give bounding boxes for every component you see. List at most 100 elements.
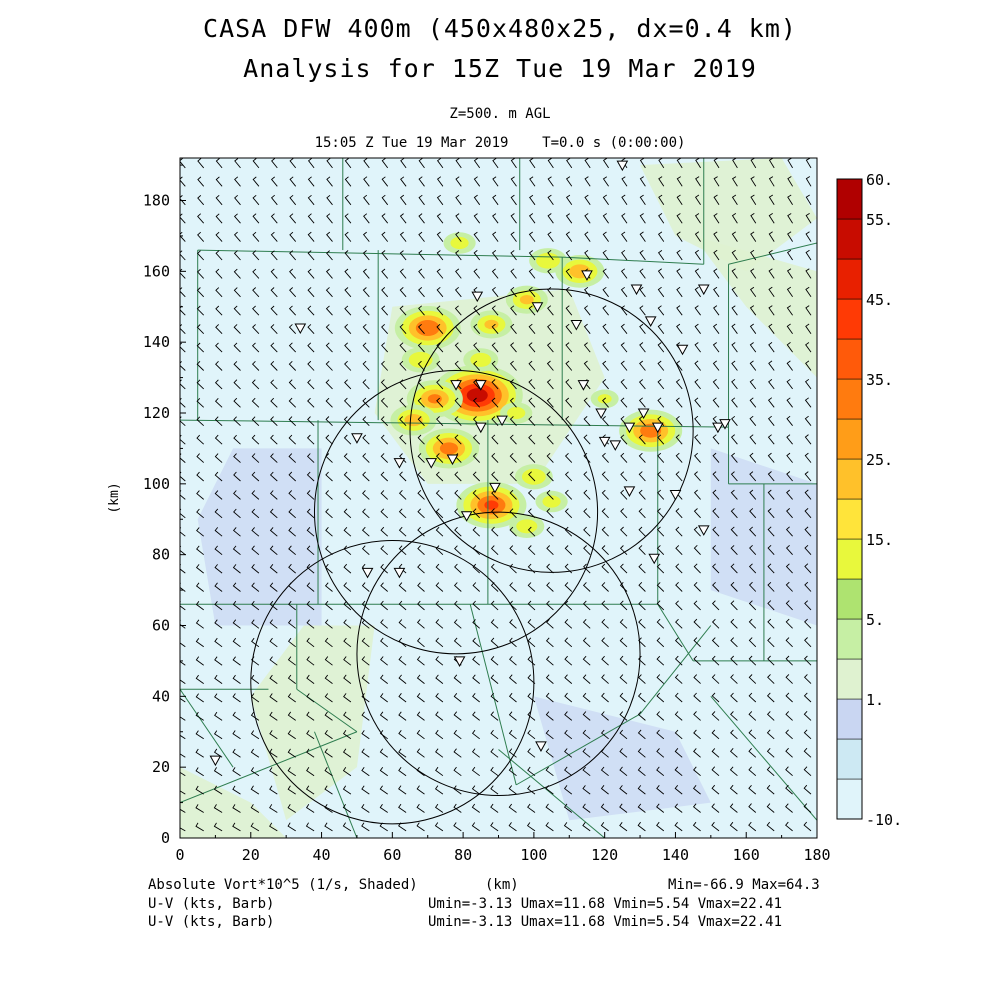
wind-barb (510, 231, 517, 242)
wind-barb (288, 527, 296, 537)
x-tick-label: 80 (454, 846, 472, 864)
wind-barb (601, 471, 609, 482)
colorbar-frame (836, 178, 863, 820)
wind-barb (748, 729, 757, 740)
wind-barb (436, 158, 444, 169)
wind-barb (306, 693, 315, 703)
wind-barb (638, 581, 646, 592)
wind-barb (326, 158, 333, 169)
wind-barb (656, 766, 665, 777)
wind-barb (565, 176, 573, 187)
wind-barb (766, 711, 775, 721)
wind-barb (180, 176, 186, 187)
wind-barb (731, 249, 738, 261)
wind-barb (490, 711, 499, 721)
wind-barb (767, 434, 775, 445)
wind-barb (675, 581, 683, 592)
radar-range-rings (250, 288, 694, 825)
wind-barb (362, 250, 370, 261)
wind-barb (566, 158, 573, 169)
county-line-17 (657, 603, 694, 662)
wind-barb (418, 158, 425, 169)
wind-barb (491, 323, 499, 334)
vort-blob-1-4 (484, 500, 499, 510)
wind-barb (399, 250, 407, 261)
wind-barb (196, 379, 205, 390)
wind-barb (749, 286, 757, 298)
wind-barb (398, 766, 407, 777)
chart-title-line1: CASA DFW 400m (450x480x25, dx=0.4 km) (203, 14, 797, 43)
wind-barb (546, 526, 554, 537)
station-marker (616, 160, 629, 172)
wind-barb (785, 692, 793, 703)
wind-barb (251, 508, 260, 519)
wind-barb (306, 434, 315, 445)
wind-barb (620, 342, 628, 353)
wind-barb (748, 674, 757, 684)
wind-barb (343, 416, 352, 427)
wind-barb (344, 305, 352, 316)
station-marker (637, 408, 650, 420)
wind-barb (731, 268, 738, 279)
wind-barb (602, 268, 609, 279)
wind-barb (306, 508, 315, 519)
wind-barb (269, 785, 278, 795)
wind-barb (196, 508, 204, 519)
wind-barb (805, 305, 812, 316)
wind-barb (658, 158, 665, 169)
wind-barb (417, 342, 425, 353)
wind-barb (491, 452, 499, 463)
wind-barb (545, 692, 554, 703)
wind-barb (398, 748, 407, 758)
wind-barb (418, 213, 425, 224)
barb-label-2: U-V (kts, Barb) (148, 914, 275, 930)
wind-barb (343, 693, 352, 703)
wind-barb (565, 231, 573, 242)
wind-barb (195, 601, 204, 611)
wind-barb (767, 415, 775, 426)
wind-barb (565, 250, 573, 261)
wind-barb (325, 342, 333, 353)
wind-barb (787, 158, 793, 169)
wind-barb (713, 158, 720, 169)
wind-barb (252, 250, 260, 261)
wind-barb (527, 803, 536, 813)
wind-barb (270, 268, 278, 279)
wind-barb (731, 231, 738, 242)
wind-barb (269, 711, 278, 721)
wind-barb (674, 637, 683, 648)
station-marker (474, 380, 487, 391)
wind-barb (417, 471, 425, 482)
wind-barb (251, 490, 260, 500)
colorbar-bin (836, 418, 863, 460)
wind-barb (527, 674, 536, 684)
wind-barb (600, 822, 609, 832)
wind-barb (324, 785, 333, 795)
wind-barb (435, 729, 444, 740)
wind-barb (363, 194, 370, 206)
wind-barb (546, 397, 554, 408)
wind-barb (508, 674, 517, 684)
wind-barb (472, 508, 481, 519)
station-marker (453, 656, 466, 667)
wind-barb (638, 526, 646, 537)
wind-barb (195, 767, 204, 777)
wind-barb (711, 803, 720, 813)
wind-barb (307, 360, 315, 371)
wind-barb (602, 213, 609, 224)
wind-barb (435, 619, 444, 629)
wind-barb (399, 342, 407, 353)
y-tick-label: 120 (143, 404, 170, 422)
wind-barb (602, 323, 609, 334)
wind-barb (527, 785, 536, 795)
wind-barb (676, 213, 683, 224)
wind-barb (491, 286, 499, 298)
wind-barb (399, 397, 407, 408)
wind-barb (731, 397, 738, 408)
wind-barb (803, 692, 812, 703)
wind-barb (805, 176, 812, 187)
wind-barb (547, 176, 554, 187)
wind-barb (361, 656, 370, 666)
chart-title-line2: Analysis for 15Z Tue 19 Mar 2019 (243, 54, 757, 83)
wind-barb (307, 416, 315, 427)
